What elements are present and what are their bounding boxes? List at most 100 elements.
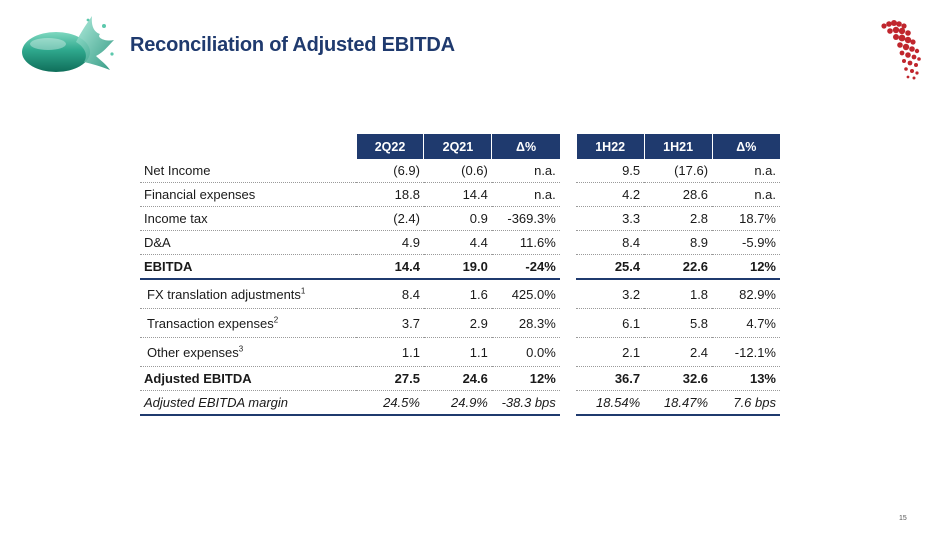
row-label-text: Other expenses xyxy=(147,344,239,360)
row-label: Income tax xyxy=(140,206,357,231)
cell-value: 5.8 xyxy=(644,308,713,338)
logo-dot xyxy=(887,28,893,34)
table-row: Adjusted EBITDA margin 24.5% 24.9% -38.3 bp… xyxy=(140,390,780,416)
cell-value: 4.4 xyxy=(423,230,492,255)
page-title: Reconciliation of Adjusted EBITDA xyxy=(130,34,455,56)
logo-dot xyxy=(891,20,897,26)
cell-value: 11.6% xyxy=(491,230,560,255)
logo-dot xyxy=(901,23,907,29)
logo-dot xyxy=(886,21,892,27)
cell-value: 27.5 xyxy=(356,366,424,391)
row-label: Adjusted EBITDA xyxy=(140,366,357,391)
logo-dot xyxy=(910,39,916,45)
column-header: Δ% xyxy=(491,134,560,159)
cell-value: 14.4 xyxy=(356,254,424,280)
cell-value: n.a. xyxy=(712,159,780,183)
column-gap xyxy=(560,338,576,367)
cell-value: 1.6 xyxy=(423,279,492,309)
cell-value: 28.3% xyxy=(491,308,560,338)
logo-dot xyxy=(910,69,914,73)
logo-dot xyxy=(914,48,920,54)
logo-dot xyxy=(906,75,910,79)
cell-value: -24% xyxy=(491,254,560,280)
table-row: FX translation adjustments1 8.4 1.6 425.0% 3… xyxy=(140,279,780,309)
row-label-text: Transaction expenses xyxy=(147,315,274,331)
row-label-text: Financial expenses xyxy=(144,187,256,202)
column-gap xyxy=(560,207,576,231)
logo-dot xyxy=(892,26,900,34)
cell-value: 24.9% xyxy=(423,390,492,416)
logo-dot xyxy=(905,52,911,58)
table-row: Adjusted EBITDA 27.5 24.6 12% 36.7 32.6 13% xyxy=(140,366,780,391)
cell-value: 12% xyxy=(491,366,560,391)
row-label-text: Income tax xyxy=(144,211,208,226)
cell-value: 18.54% xyxy=(576,390,645,416)
row-label: Adjusted EBITDA margin xyxy=(140,390,357,416)
row-label: Other expenses3 xyxy=(140,337,357,367)
cell-value: 0.9 xyxy=(423,206,492,231)
table-row: Income tax (2.4) 0.9 -369.3% 3.3 2.8 18.7% xyxy=(140,206,780,231)
logo-dot xyxy=(902,59,906,63)
cell-value: 8.4 xyxy=(356,279,424,309)
footnote-marker: 2 xyxy=(273,315,279,325)
red-dot-arrow-logo-icon xyxy=(881,20,921,80)
column-header: Δ% xyxy=(711,134,780,159)
cell-value: 3.3 xyxy=(576,206,645,231)
table-row: Net Income (6.9) (0.6) n.a. 9.5 (17.6) n.a. xyxy=(140,159,780,183)
row-label-text: Adjusted EBITDA xyxy=(144,371,252,386)
cell-value: -5.9% xyxy=(712,230,780,255)
cell-value: -38.3 bps xyxy=(491,390,560,416)
cell-value: 12% xyxy=(712,254,780,280)
row-label-text: EBITDA xyxy=(144,259,193,274)
cell-value: 2.9 xyxy=(423,308,492,338)
row-label-text: Net Income xyxy=(144,163,211,178)
column-gap xyxy=(560,367,576,391)
logo-dot xyxy=(905,30,911,36)
logo-dot xyxy=(912,76,916,80)
row-label: EBITDA xyxy=(140,254,357,280)
cell-value: 425.0% xyxy=(491,279,560,309)
row-label: Net Income xyxy=(140,159,357,183)
column-header: 1H22 xyxy=(575,134,645,159)
cell-value: 18.8 xyxy=(356,182,424,207)
cell-value: 24.6 xyxy=(423,366,492,391)
cell-value: 6.1 xyxy=(576,308,645,338)
cell-value: 82.9% xyxy=(712,279,780,309)
logo-dot xyxy=(897,42,903,48)
cell-value: 18.47% xyxy=(644,390,713,416)
footnote-marker: 3 xyxy=(238,344,244,354)
cell-value: n.a. xyxy=(491,182,560,207)
cell-value: 24.5% xyxy=(356,390,424,416)
cell-value: 3.7 xyxy=(356,308,424,338)
cell-value: 28.6 xyxy=(644,182,713,207)
cell-value: 13% xyxy=(712,366,780,391)
logo-dot xyxy=(898,34,906,42)
cell-value: -369.3% xyxy=(491,206,560,231)
column-gap xyxy=(560,255,576,280)
header-blank xyxy=(140,134,356,159)
cell-value: 19.0 xyxy=(423,254,492,280)
row-label: Transaction expenses2 xyxy=(140,308,357,338)
cell-value: 0.0% xyxy=(491,337,560,367)
logo-dot xyxy=(915,71,919,75)
cell-value: n.a. xyxy=(712,182,780,207)
logo-dot xyxy=(907,60,913,66)
cell-value: 14.4 xyxy=(423,182,492,207)
logo-dot xyxy=(909,46,915,52)
cell-value: 1.8 xyxy=(644,279,713,309)
cell-value: 2.1 xyxy=(576,337,645,367)
cell-value: 1.1 xyxy=(423,337,492,367)
cell-value: 2.4 xyxy=(644,337,713,367)
row-label-text: Adjusted EBITDA margin xyxy=(144,395,289,410)
cell-value: 8.9 xyxy=(644,230,713,255)
column-header: 2Q22 xyxy=(355,134,424,159)
logo-dot xyxy=(898,27,906,35)
column-gap xyxy=(560,309,576,338)
cell-value: (17.6) xyxy=(644,159,713,183)
table-row: EBITDA 14.4 19.0 -24% 25.4 22.6 12% xyxy=(140,254,780,280)
logo-dot xyxy=(914,63,918,67)
logo-dot xyxy=(917,57,921,61)
row-label: D&A xyxy=(140,230,357,255)
page-number: 15 xyxy=(899,515,907,522)
cell-value: -12.1% xyxy=(712,337,780,367)
